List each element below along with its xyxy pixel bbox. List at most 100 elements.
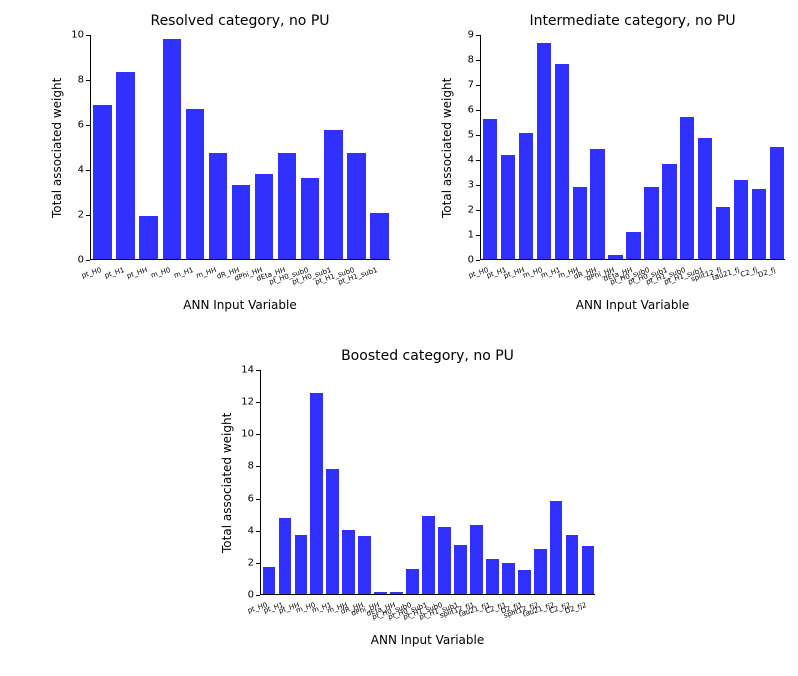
axes-resolved (90, 35, 390, 260)
axes-intermediate (480, 35, 785, 260)
bar-resolved (255, 174, 273, 260)
xtick-resolved: m_HH (195, 266, 217, 280)
title-boosted: Boosted category, no PU (260, 348, 595, 364)
xtick-resolved: pt_HH (126, 266, 149, 280)
ytick-mark (256, 370, 260, 371)
bar-intermediate (644, 187, 658, 260)
xlabel-resolved: ANN Input Variable (90, 298, 390, 312)
ytick-resolved: 10 (62, 30, 84, 41)
xtick-intermediate: C2_fj (740, 266, 759, 279)
bar-intermediate (716, 207, 730, 260)
bar-resolved (347, 153, 365, 259)
ytick-mark (476, 260, 480, 261)
ytick-intermediate: 5 (452, 130, 474, 141)
ytick-boosted: 8 (232, 461, 254, 472)
bar-boosted (502, 563, 515, 594)
ytick-mark (86, 260, 90, 261)
ytick-intermediate: 9 (452, 30, 474, 41)
ytick-intermediate: 2 (452, 205, 474, 216)
ytick-intermediate: 1 (452, 230, 474, 241)
title-intermediate: Intermediate category, no PU (480, 13, 785, 29)
bar-boosted (342, 530, 355, 594)
bar-boosted (486, 559, 499, 594)
figure: Resolved category, no PU0246810Total ass… (0, 0, 798, 676)
xtick-intermediate: D2_fj (757, 266, 776, 279)
ytick-intermediate: 3 (452, 180, 474, 191)
ytick-mark (256, 466, 260, 467)
bar-intermediate (519, 133, 533, 259)
bar-boosted (406, 569, 419, 594)
bar-resolved (324, 130, 342, 259)
ytick-intermediate: 0 (452, 255, 474, 266)
ytick-boosted: 10 (232, 429, 254, 440)
bar-intermediate (734, 180, 748, 259)
ytick-mark (476, 85, 480, 86)
bar-resolved (186, 109, 204, 259)
bar-resolved (278, 153, 296, 259)
bar-resolved (301, 178, 319, 259)
ytick-mark (256, 402, 260, 403)
bar-resolved (370, 213, 388, 259)
ytick-mark (86, 35, 90, 36)
ytick-boosted: 14 (232, 365, 254, 376)
bar-boosted (279, 518, 292, 594)
ytick-mark (256, 499, 260, 500)
ytick-mark (476, 135, 480, 136)
subplot-boosted: Boosted category, no PU02468101214Total … (200, 345, 600, 655)
xtick-resolved: m_H1 (173, 266, 195, 280)
bar-boosted (534, 549, 547, 594)
ytick-resolved: 6 (62, 120, 84, 131)
title-resolved: Resolved category, no PU (90, 13, 390, 29)
ylabel-resolved: Total associated weight (50, 77, 64, 217)
ytick-mark (476, 235, 480, 236)
bar-boosted (374, 592, 387, 594)
bar-boosted (518, 570, 531, 594)
ytick-mark (476, 35, 480, 36)
bar-resolved (116, 72, 134, 259)
bar-resolved (209, 153, 227, 259)
bar-intermediate (501, 155, 515, 259)
bar-boosted (326, 469, 339, 594)
bar-resolved (139, 216, 157, 259)
bar-intermediate (483, 119, 497, 259)
ytick-intermediate: 4 (452, 155, 474, 166)
bar-intermediate (626, 232, 640, 260)
bar-boosted (550, 501, 563, 594)
ytick-mark (86, 170, 90, 171)
bar-boosted (295, 535, 308, 594)
bar-intermediate (555, 64, 569, 259)
bar-resolved (163, 39, 181, 260)
bar-boosted (454, 545, 467, 594)
ytick-mark (256, 563, 260, 564)
ytick-mark (86, 125, 90, 126)
xlabel-intermediate: ANN Input Variable (480, 298, 785, 312)
bar-boosted (390, 592, 403, 594)
ytick-mark (256, 434, 260, 435)
ylabel-boosted: Total associated weight (220, 412, 234, 552)
ytick-mark (476, 60, 480, 61)
xtick-resolved: pt_H0 (80, 266, 102, 280)
ytick-mark (476, 160, 480, 161)
bar-boosted (422, 516, 435, 594)
ytick-mark (86, 80, 90, 81)
bar-boosted (263, 567, 276, 594)
bar-intermediate (608, 255, 622, 259)
ytick-boosted: 4 (232, 525, 254, 536)
bar-boosted (566, 535, 579, 594)
bar-intermediate (537, 43, 551, 259)
subplot-resolved: Resolved category, no PU0246810Total ass… (30, 10, 390, 310)
xlabel-boosted: ANN Input Variable (260, 633, 595, 647)
bar-boosted (582, 546, 595, 594)
ytick-boosted: 2 (232, 557, 254, 568)
bar-resolved (93, 105, 111, 259)
ytick-intermediate: 8 (452, 55, 474, 66)
ylabel-intermediate: Total associated weight (440, 77, 454, 217)
xtick-resolved: pt_H1 (103, 266, 125, 280)
ytick-mark (476, 110, 480, 111)
xtick-resolved: m_H0 (150, 266, 172, 280)
ytick-boosted: 12 (232, 397, 254, 408)
bar-intermediate (662, 164, 676, 259)
subplot-intermediate: Intermediate category, no PU0123456789To… (420, 10, 790, 310)
ytick-intermediate: 6 (452, 105, 474, 116)
bar-boosted (310, 393, 323, 594)
